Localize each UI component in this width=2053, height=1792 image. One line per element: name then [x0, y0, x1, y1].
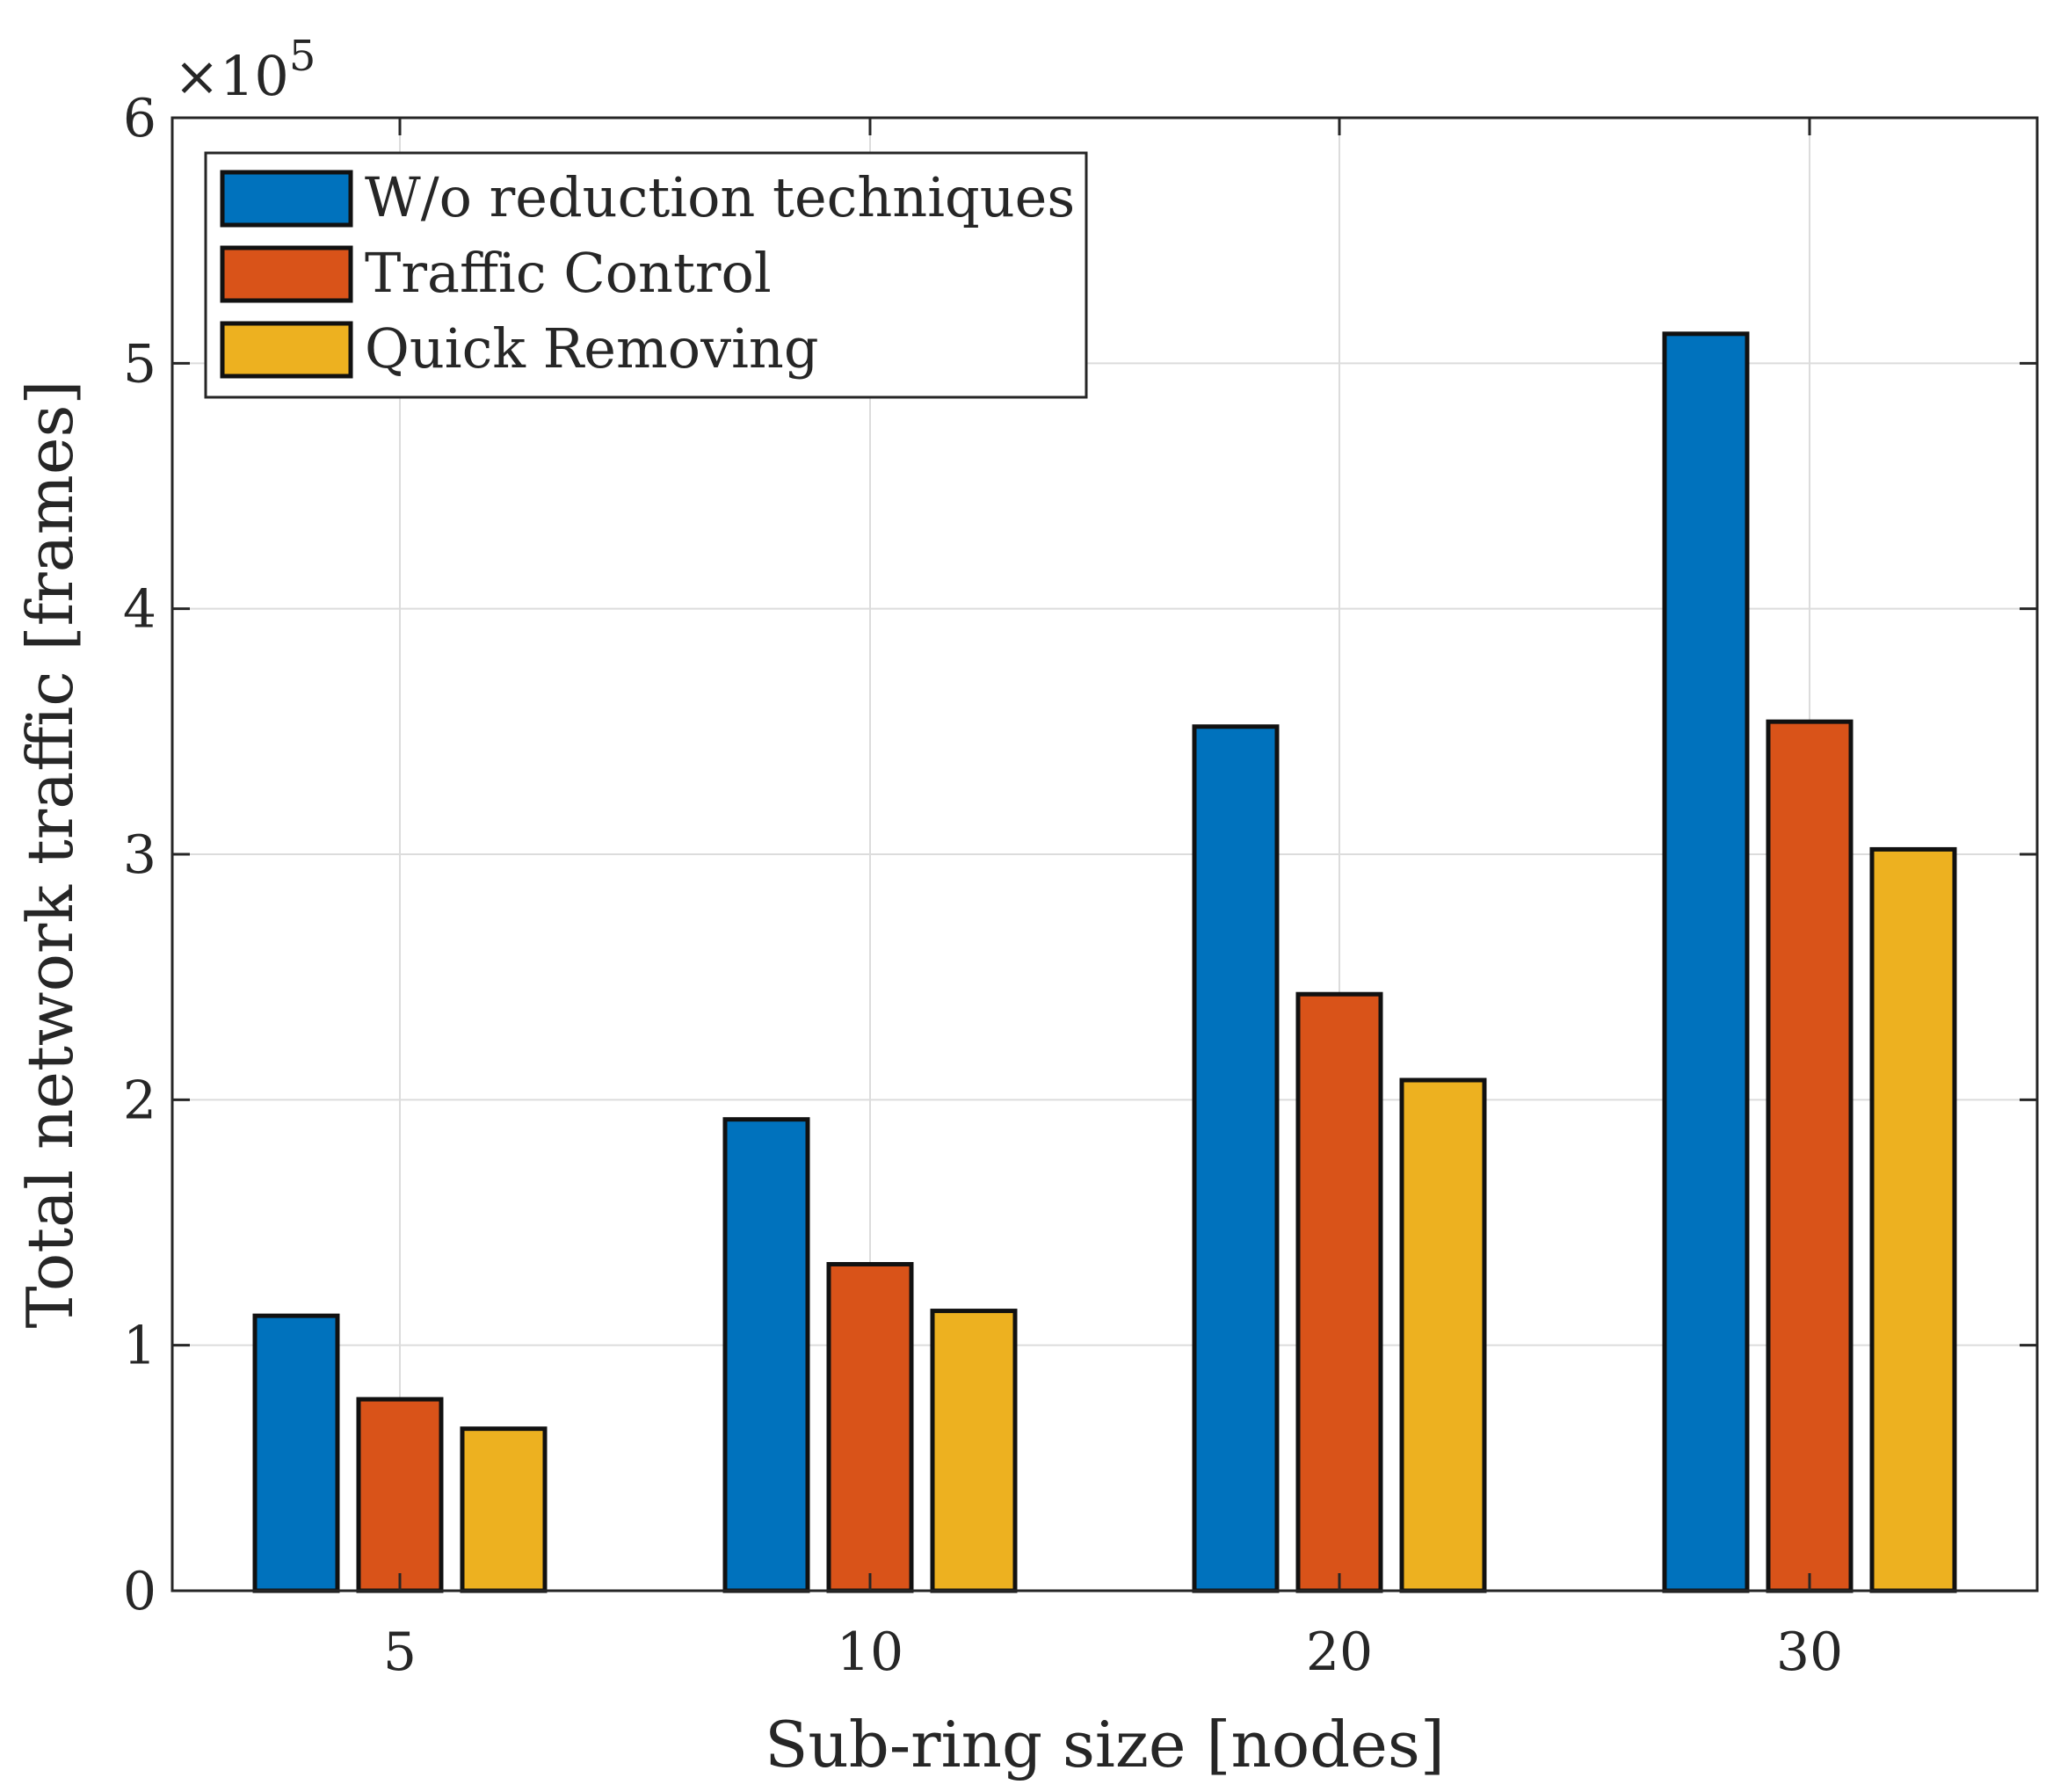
legend-label: Traffic Control: [365, 241, 772, 305]
bars: [252, 331, 1957, 1593]
bar: [722, 1117, 810, 1593]
bar: [1192, 724, 1280, 1593]
x-tick-label: 10: [837, 1622, 903, 1683]
bar: [252, 1313, 340, 1593]
legend: W/o reduction techniques Traffic Control Q…: [204, 151, 1088, 399]
legend-swatch: [220, 245, 353, 303]
bar: [1295, 991, 1383, 1593]
x-axis-label: Sub-ring size [nodes]: [765, 1708, 1445, 1781]
y-tick-label: 5: [123, 333, 156, 395]
x-tick-label: 5: [383, 1622, 417, 1683]
y-tick-labels: 0 1 2 3 4 5 6: [123, 88, 156, 1622]
y-tick-label: 4: [123, 579, 156, 641]
x-tick-labels: 5 10 20 30: [383, 1622, 1843, 1683]
y-exponent-power: 5: [289, 32, 316, 81]
y-tick-label: 3: [123, 824, 156, 886]
x-tick-label: 30: [1776, 1622, 1843, 1683]
legend-swatch: [220, 321, 353, 379]
legend-label: W/o reduction techniques: [365, 165, 1075, 229]
plot-frame: [170, 116, 2039, 1592]
bar: [930, 1309, 1018, 1593]
y-tick-label: 6: [123, 88, 156, 149]
x-tick-label: 20: [1306, 1622, 1373, 1683]
y-exponent-label: ×105: [174, 32, 316, 108]
bar: [1766, 719, 1854, 1593]
y-tick-label: 0: [123, 1561, 156, 1622]
bar: [1399, 1077, 1487, 1593]
bar: [460, 1426, 548, 1593]
bar: [1869, 846, 1957, 1593]
bar: [1662, 331, 1750, 1593]
bar: [826, 1261, 914, 1593]
y-tick-label: 1: [123, 1316, 156, 1377]
legend-swatch: [220, 170, 353, 228]
y-tick-label: 2: [123, 1070, 156, 1131]
legend-label: Quick Removing: [365, 316, 819, 381]
bar: [356, 1397, 444, 1593]
y-axis-label: Total network traffic [frames]: [13, 380, 87, 1328]
